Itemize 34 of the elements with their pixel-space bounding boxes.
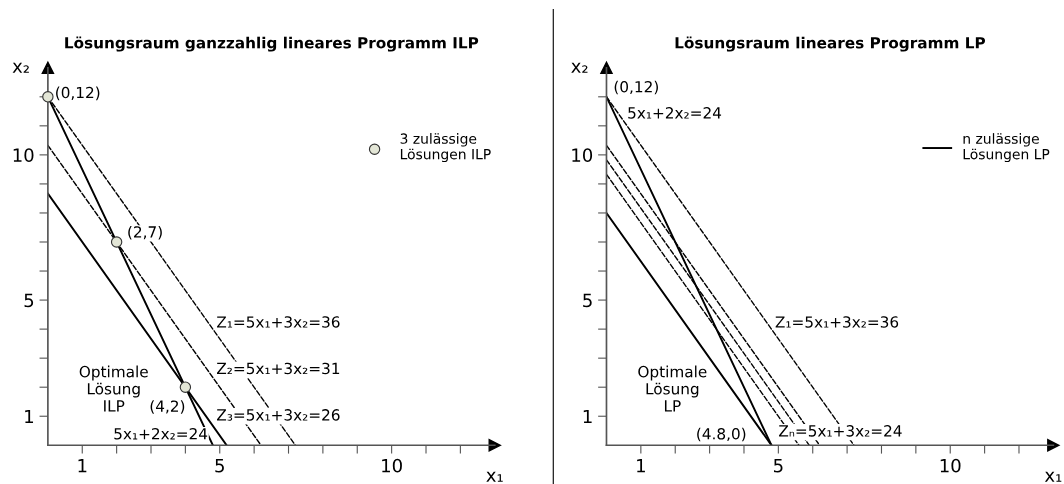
annotation: Zₙ=5x₁+3x₂=24: [779, 425, 902, 437]
annotation: (0,12): [614, 80, 658, 95]
annotation: Z₂=5x₁+3x₂=31: [217, 362, 340, 375]
annotation: (4,2): [150, 400, 185, 414]
x-tick-label: 1: [637, 459, 645, 473]
y-tick-label: 1: [25, 409, 34, 424]
x-axis-title: x₁: [486, 471, 503, 482]
x-tick-label: 10: [382, 458, 402, 473]
annotation: 5x₁+2x₂=24: [628, 107, 722, 119]
y-tick-label: 5: [583, 293, 592, 308]
y-tick-label: 10: [572, 148, 593, 162]
legend-label: n zulässige Lösungen LP: [963, 133, 1050, 163]
annotation: (0,12): [56, 86, 100, 101]
x-tick-label: 10: [940, 458, 961, 473]
y-axis-title: x₂: [12, 62, 29, 73]
y-tick-label: 10: [13, 148, 34, 162]
annotation: Z₁=5x₁+3x₂=36: [217, 316, 340, 328]
x-tick-label: 1: [78, 459, 87, 473]
y-tick-label: 1: [583, 409, 592, 424]
x-tick-label: 5: [215, 459, 224, 473]
x-tick-label: 5: [774, 459, 783, 473]
annotation: (2,7): [128, 225, 162, 240]
annotation: Optimale Lösung LP: [638, 365, 707, 412]
annotation: Optimale Lösung ILP: [79, 365, 148, 412]
y-axis-title: x₂: [571, 62, 588, 73]
legend-label: 3 zulässige Lösungen ILP: [400, 133, 491, 163]
chart-title: Lösungsraum ganzzahlig lineares Programm ILP: [65, 36, 479, 52]
chart-title: Lösungsraum lineares Programm LP: [675, 36, 986, 52]
annotation: Z₁=5x₁+3x₂=36: [775, 316, 899, 328]
annotation: Z₃=5x₁+3x₂=26: [217, 409, 340, 421]
x-axis-title: x₁: [1044, 471, 1062, 482]
annotation: (4.8,0): [697, 427, 746, 442]
y-tick-label: 5: [24, 293, 34, 308]
annotation: 5x₁+2x₂=24: [114, 427, 208, 440]
